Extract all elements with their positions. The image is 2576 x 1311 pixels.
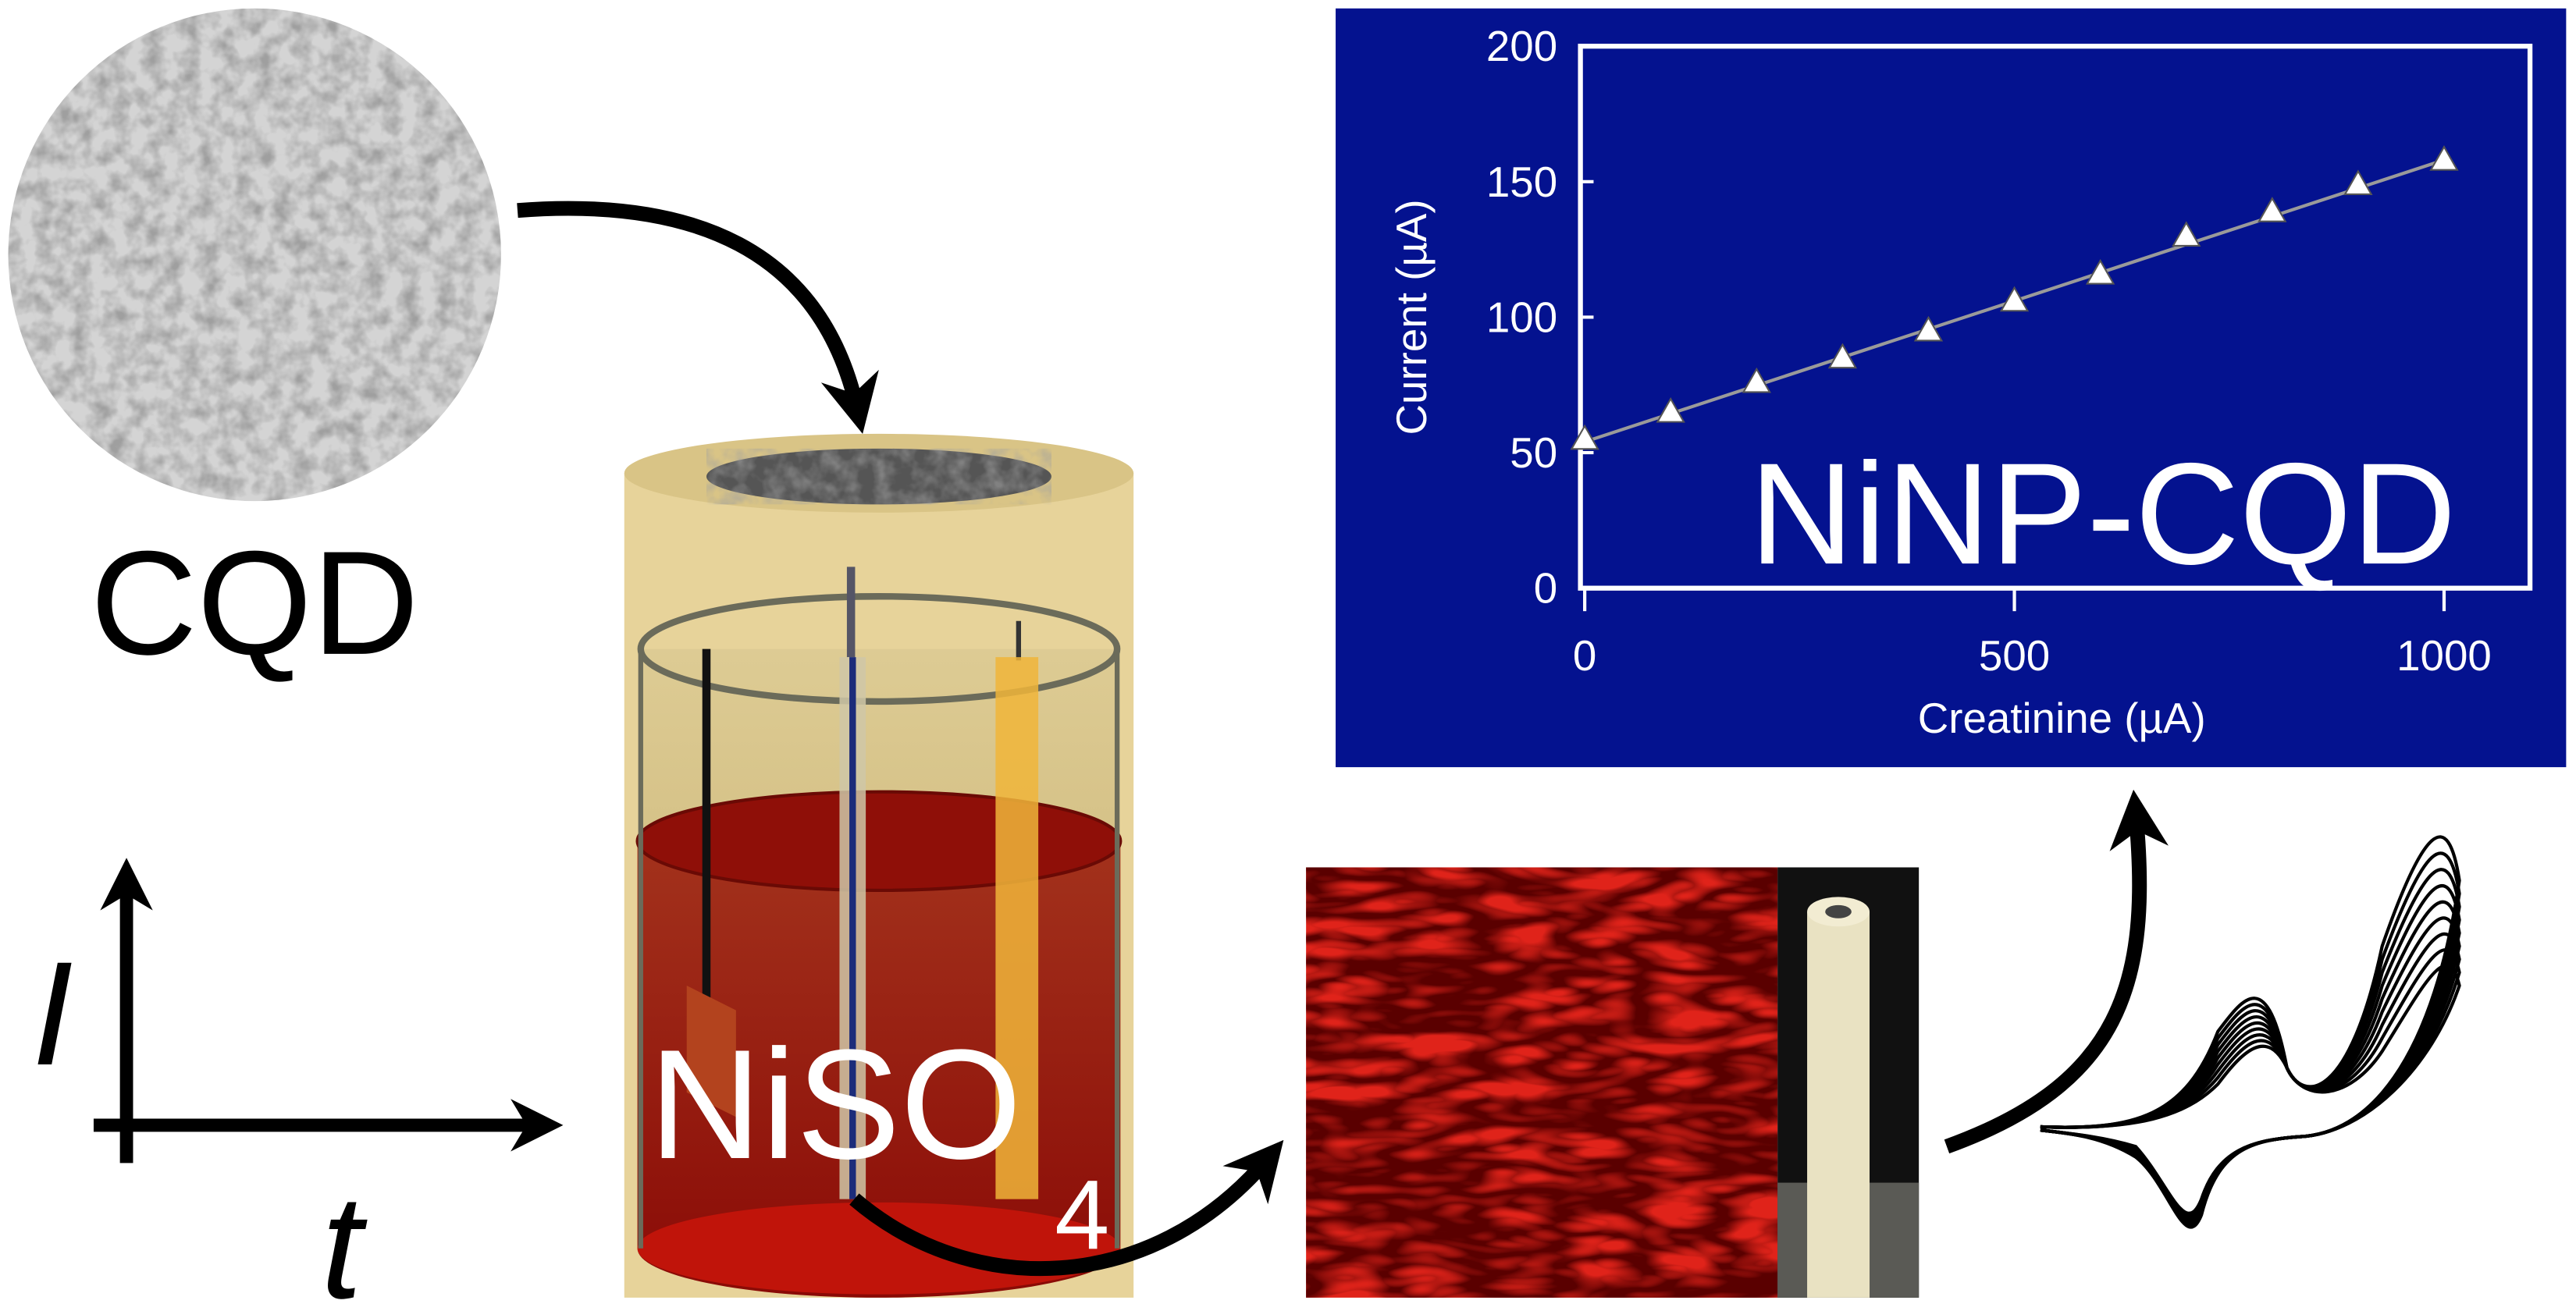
- sem-image: [1306, 867, 1778, 1298]
- y-tick-label: 50: [1510, 428, 1557, 477]
- data-point: [2085, 258, 2115, 285]
- y-tick-label: 0: [1534, 564, 1557, 613]
- cv-curve: [2040, 835, 2461, 1229]
- x-tick-label: 500: [1979, 631, 2050, 680]
- time-axis-label: t: [321, 1165, 368, 1311]
- data-point: [1742, 367, 1771, 393]
- arrow: [1944, 789, 2169, 1154]
- data-point: [2429, 145, 2459, 171]
- solution-label: NiSO: [649, 1018, 1022, 1192]
- y-tick-label: 200: [1486, 22, 1557, 70]
- data-point: [2258, 197, 2287, 222]
- arrow: [517, 201, 879, 435]
- cqd-image: [8, 8, 501, 502]
- data-point: [1999, 286, 2030, 312]
- x-tick-label: 0: [1573, 631, 1596, 680]
- chart-background: [1336, 8, 2567, 768]
- cv-curve: [2040, 964, 2461, 1215]
- cv-curves: [2040, 835, 2461, 1229]
- data-point: [1570, 424, 1599, 450]
- arrow: [849, 1139, 1284, 1277]
- it-axes: [93, 858, 564, 1164]
- y-tick-label: 150: [1486, 158, 1557, 206]
- data-point: [1827, 343, 1858, 369]
- x-axis-label: Creatinine (µA): [1918, 694, 2206, 742]
- y-axis-label: Current (µA): [1387, 199, 1436, 435]
- data-point: [2343, 169, 2373, 195]
- electrode-photo: [1777, 867, 1920, 1298]
- cqd-label: CQD: [91, 521, 419, 686]
- current-axis-label: I: [32, 932, 73, 1096]
- y-tick-label: 100: [1486, 293, 1557, 341]
- chart-annotation: NiNP-CQD: [1749, 433, 2456, 595]
- data-point: [1913, 315, 1944, 342]
- inset-chart: NiNP-CQD Creatinine (µA) Current (µA) 0 5…: [1336, 8, 2567, 768]
- cv-curve: [2040, 916, 2461, 1220]
- data-point: [2172, 221, 2201, 247]
- solution-subscript: 4: [1055, 1160, 1109, 1270]
- electrochemical-cell: [624, 433, 1134, 1298]
- x-tick-label: 1000: [2396, 631, 2492, 680]
- data-point: [1656, 397, 1685, 423]
